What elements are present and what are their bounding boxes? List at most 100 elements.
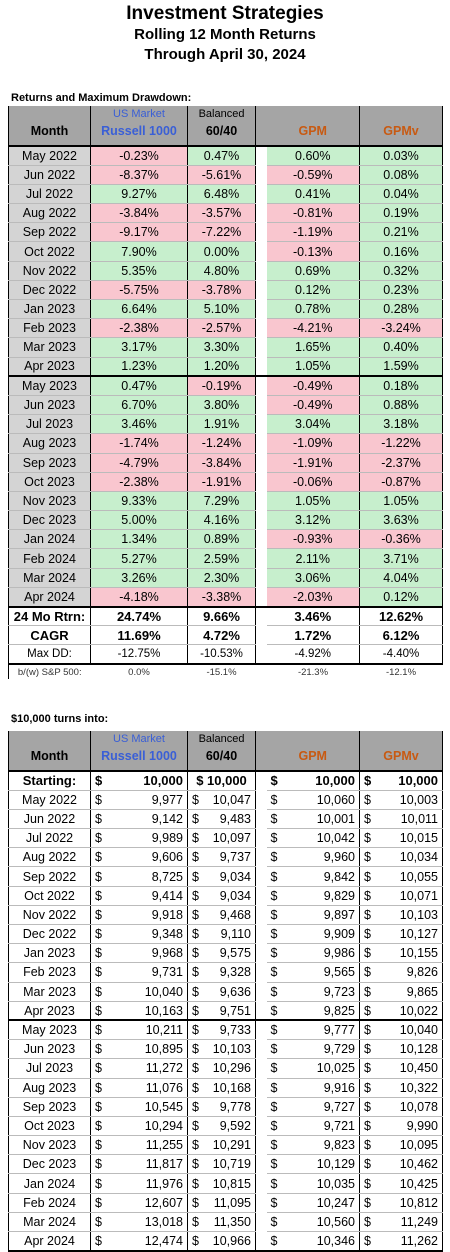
table-header-row: Month US Market Russell 1000 Balanced 60/40 … xyxy=(8,106,443,147)
header-gpmv: GPMv xyxy=(359,731,443,772)
header-russell-top: US Market xyxy=(113,733,165,745)
returns-row: Apr 2023 1.23% 1.20% 1.05% 1.59% xyxy=(8,357,443,377)
balanced-summary: 9.66% xyxy=(187,605,256,627)
amount: 9,960 xyxy=(323,850,355,865)
russell-return: 0.47% xyxy=(90,375,188,396)
returns-row: May 2022 -0.23% 0.47% 0.60% 0.03% xyxy=(8,144,443,166)
currency-symbol: $ xyxy=(95,1214,102,1229)
row-month: Apr 2024 xyxy=(8,587,91,608)
russell-value-value: $10,294 xyxy=(91,1119,187,1133)
amount: 9,468 xyxy=(219,907,251,922)
russell-value-value: $12,607 xyxy=(91,1196,187,1210)
gpm-return: -1.19% xyxy=(266,222,360,243)
header-gpmv-label: GPMv xyxy=(383,749,419,763)
gpm-value-value: $9,829 xyxy=(267,889,359,903)
amount: 9,034 xyxy=(219,869,251,884)
russell-value: $9,968 xyxy=(90,943,188,964)
currency-symbol: $ xyxy=(95,1061,102,1076)
gpm-return: -0.59% xyxy=(266,165,360,185)
header-gpmv-top xyxy=(360,731,442,747)
table-spacer xyxy=(255,1001,267,1021)
table-spacer xyxy=(255,184,267,204)
balanced-value: $9,778 xyxy=(187,1097,256,1117)
amount: 11,272 xyxy=(145,1061,183,1076)
amount: 10,042 xyxy=(316,831,355,846)
header-month-top xyxy=(10,106,90,122)
amount: 10,011 xyxy=(400,811,438,826)
currency-symbol: $ xyxy=(192,831,199,846)
header-gpmv-label: GPMv xyxy=(383,124,419,138)
growth-table: Month US Market Russell 1000 Balanced 60/40 … xyxy=(8,731,443,1252)
header-gpm: GPM xyxy=(266,106,360,147)
currency-symbol: $ xyxy=(192,1118,199,1133)
table-spacer xyxy=(255,165,267,185)
russell-return: -0.23% xyxy=(90,144,188,166)
header-balanced: Balanced 60/40 xyxy=(187,106,256,147)
row-month: Aug 2022 xyxy=(8,203,91,224)
amount: 9,897 xyxy=(323,907,355,922)
amount: 9,865 xyxy=(406,984,438,999)
gpm-return: -0.06% xyxy=(266,472,360,492)
russell-value: $9,731 xyxy=(90,962,188,983)
amount: 11,817 xyxy=(145,1157,183,1172)
header-russell-top: US Market xyxy=(113,108,165,120)
amount: 10,035 xyxy=(316,1176,355,1191)
table-spacer xyxy=(255,924,267,944)
table-spacer xyxy=(255,886,267,906)
row-month: Nov 2022 xyxy=(8,261,91,281)
balanced-value: $10,097 xyxy=(187,828,256,849)
balanced-return: 6.48% xyxy=(187,184,256,205)
gpm-return: -1.91% xyxy=(266,453,360,473)
currency-symbol: $ xyxy=(95,1023,102,1038)
balanced-value: $9,575 xyxy=(187,943,256,964)
currency-symbol: $ xyxy=(364,869,371,884)
currency-symbol: $ xyxy=(364,1233,371,1248)
amount: 10,155 xyxy=(399,946,438,961)
table-header-row: Month US Market Russell 1000 Balanced 60/40 … xyxy=(8,731,443,772)
amount: 10,719 xyxy=(212,1157,251,1172)
growth-row: Mar 2023 $10,040 $9,636 $9,723 $9,865 xyxy=(8,982,443,1002)
currency-symbol: $ xyxy=(364,792,371,807)
russell-return: 3.26% xyxy=(90,568,188,588)
currency-symbol: $ xyxy=(270,1157,278,1172)
gpm-value: $10,035 xyxy=(266,1173,360,1194)
growth-row: Apr 2023 $10,163 $9,751 $9,825 $10,022 xyxy=(8,1001,443,1021)
growth-row: Dec 2023 $11,817 $10,719 $10,129 $10,462 xyxy=(8,1154,443,1175)
currency-symbol: $ xyxy=(95,831,102,846)
currency-symbol: $ xyxy=(95,1233,102,1248)
russell-return: 1.23% xyxy=(90,357,188,377)
amount: 9,565 xyxy=(323,965,355,980)
amount: 10,055 xyxy=(399,869,438,884)
balanced-return: -7.22% xyxy=(187,222,256,243)
gpm-value: $10,346 xyxy=(266,1231,360,1252)
returns-row: Aug 2023 -1.74% -1.24% -1.09% -1.22% xyxy=(8,433,443,454)
header-balanced: Balanced 60/40 xyxy=(187,731,256,772)
balanced-value-value: $10,291 xyxy=(188,1138,255,1152)
gpmv-value-value: $10,128 xyxy=(360,1042,442,1056)
russell-return: 3.17% xyxy=(90,337,188,358)
table-spacer xyxy=(255,299,267,319)
table-spacer xyxy=(255,529,267,549)
amount: 10,560 xyxy=(316,1214,355,1229)
row-month: Aug 2022 xyxy=(8,847,91,868)
amount: 10,211 xyxy=(145,1023,183,1038)
summary-label: 24 Mo Rtrn: xyxy=(8,605,91,627)
gpmv-value-value: $10,103 xyxy=(360,908,442,922)
gpm-summary: 1.72% xyxy=(266,625,360,646)
returns-row: Dec 2022 -5.75% -3.78% 0.12% 0.23% xyxy=(8,280,443,301)
currency-symbol: $ xyxy=(192,1214,199,1229)
currency-symbol: $ xyxy=(192,1233,199,1248)
row-month: Jul 2022 xyxy=(8,828,91,849)
currency-symbol: $ xyxy=(95,1157,102,1172)
amount: 10,034 xyxy=(399,850,438,865)
row-month: Oct 2022 xyxy=(8,241,91,262)
balanced-return: -2.57% xyxy=(187,318,256,339)
growth-row: Feb 2023 $9,731 $9,328 $9,565 $9,826 xyxy=(8,962,443,983)
balanced-value-value: $10,047 xyxy=(188,793,255,807)
row-month: Jun 2023 xyxy=(8,395,91,416)
amount: 10,095 xyxy=(399,1138,438,1153)
returns-row: Oct 2023 -2.38% -1.91% -0.06% -0.87% xyxy=(8,472,443,492)
russell-value-value: $10,545 xyxy=(91,1100,187,1114)
gpm-value: $9,729 xyxy=(266,1039,360,1060)
table-spacer xyxy=(255,1078,267,1098)
